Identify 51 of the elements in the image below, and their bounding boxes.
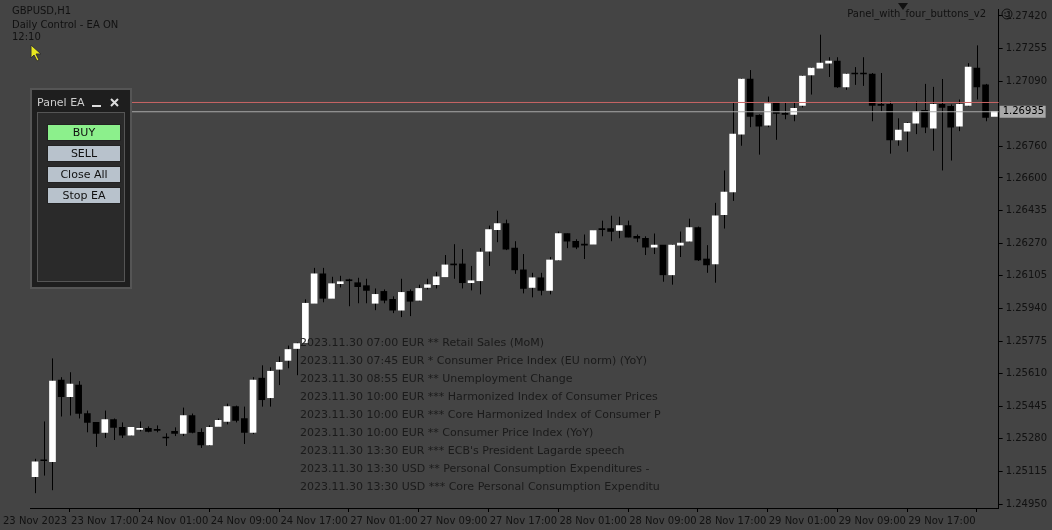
candlestick: [520, 253, 527, 294]
candlestick: [938, 78, 946, 171]
candlestick: [895, 117, 902, 147]
button: Close All: [47, 166, 121, 183]
candlestick: [493, 210, 501, 243]
candlestick: [275, 355, 283, 386]
candlestick: [406, 288, 414, 317]
candlestick: [467, 265, 475, 291]
candlestick: [615, 216, 623, 239]
candlestick: [511, 240, 518, 275]
candlestick: [947, 103, 955, 162]
candlestick: [912, 100, 920, 135]
candlestick: [764, 96, 771, 128]
candlestick: [57, 376, 65, 417]
candlestick: [528, 272, 536, 298]
ref-line-label: 1.26935: [1002, 105, 1045, 117]
candlestick: [371, 287, 379, 311]
candlestick: [241, 406, 248, 445]
candlestick: [755, 113, 763, 156]
candlestick: [328, 276, 335, 299]
candlestick: [459, 248, 466, 289]
candlestick: [110, 417, 117, 441]
candlestick: [354, 277, 362, 304]
candlestick: [921, 83, 928, 134]
candlestick: [31, 458, 39, 494]
candlestick: [197, 427, 205, 449]
candlestick: [258, 364, 266, 408]
candlestick: [92, 421, 100, 448]
candlestick: [84, 410, 91, 433]
candlestick: [956, 99, 963, 132]
candlestick: [485, 225, 492, 267]
button: Stop EA: [47, 187, 121, 204]
candlestick: [293, 342, 300, 376]
control-panel: Panel EA BUY SELL Close All Stop EA: [30, 88, 132, 289]
candlestick: [703, 244, 710, 274]
candlestick: [363, 278, 370, 304]
candlestick: [537, 272, 545, 296]
candlestick: [223, 403, 231, 425]
candlestick: [642, 235, 649, 256]
candlestick: [345, 278, 353, 307]
candlestick: [179, 407, 187, 437]
candlestick: [877, 72, 885, 112]
candlestick: [101, 410, 109, 439]
button: SELL: [47, 145, 121, 162]
candlestick: [397, 278, 405, 318]
button: BUY: [47, 124, 121, 141]
candlestick: [206, 424, 213, 447]
annotation: Panel EA: [37, 96, 85, 109]
candlestick: [40, 420, 48, 477]
candlestick: [607, 215, 614, 242]
candlestick: [284, 345, 292, 369]
